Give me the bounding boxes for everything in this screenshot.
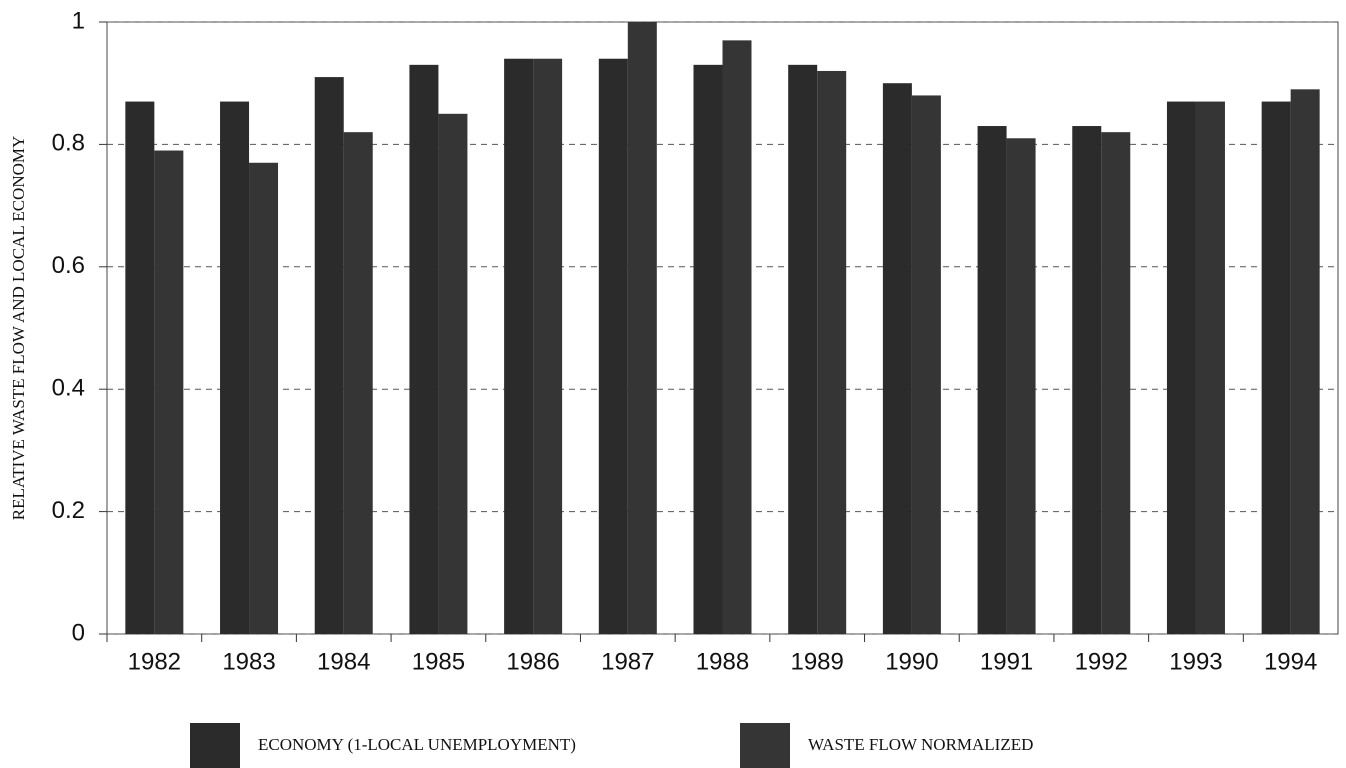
bar [788,64,818,635]
bar [1006,138,1036,634]
x-tick-label: 1985 [412,648,465,675]
bar [722,40,752,635]
x-tick-label: 1991 [980,648,1033,675]
y-tick-label: 0.4 [52,375,85,402]
x-tick-label: 1993 [1169,648,1222,675]
bar [1195,101,1225,634]
y-tick-label: 0.6 [52,252,85,279]
bar [409,64,439,635]
bar [343,132,373,634]
x-tick-label: 1992 [1075,648,1128,675]
bar [438,113,468,635]
bar [314,77,344,634]
x-tick-label: 1986 [506,648,559,675]
bar [1101,132,1131,634]
bar [977,126,1007,634]
legend-label: WASTE FLOW NORMALIZED [808,735,1033,754]
bar [1290,89,1320,634]
bar [1072,126,1102,634]
y-tick-label: 0.8 [52,130,85,157]
bar [504,58,534,635]
bar [249,162,279,634]
bar [882,83,912,634]
x-tick-label: 1983 [222,648,275,675]
bar [533,58,563,635]
y-tick-label: 0 [72,619,85,646]
bar [154,150,184,634]
x-tick-label: 1989 [790,648,843,675]
bar [693,64,723,635]
legend-label: ECONOMY (1-LOCAL UNEMPLOYMENT) [258,735,576,754]
x-tick-label: 1982 [128,648,181,675]
bar [627,22,657,634]
x-tick-label: 1988 [696,648,749,675]
bar [598,58,628,635]
y-axis-label: RELATIVE WASTE FLOW AND LOCAL ECONOMY [9,136,28,521]
y-tick-label: 0.2 [52,497,85,524]
y-tick-label: 1 [72,7,85,34]
x-tick-label: 1987 [601,648,654,675]
bar [220,101,250,634]
legend-swatch [190,723,240,768]
legend-swatch [740,723,790,768]
bar [125,101,155,634]
bar [911,95,941,634]
x-tick-label: 1994 [1264,648,1317,675]
bar [1261,101,1291,634]
x-tick-label: 1984 [317,648,370,675]
bar [1166,101,1196,634]
x-tick-label: 1990 [885,648,938,675]
bar [817,70,847,634]
